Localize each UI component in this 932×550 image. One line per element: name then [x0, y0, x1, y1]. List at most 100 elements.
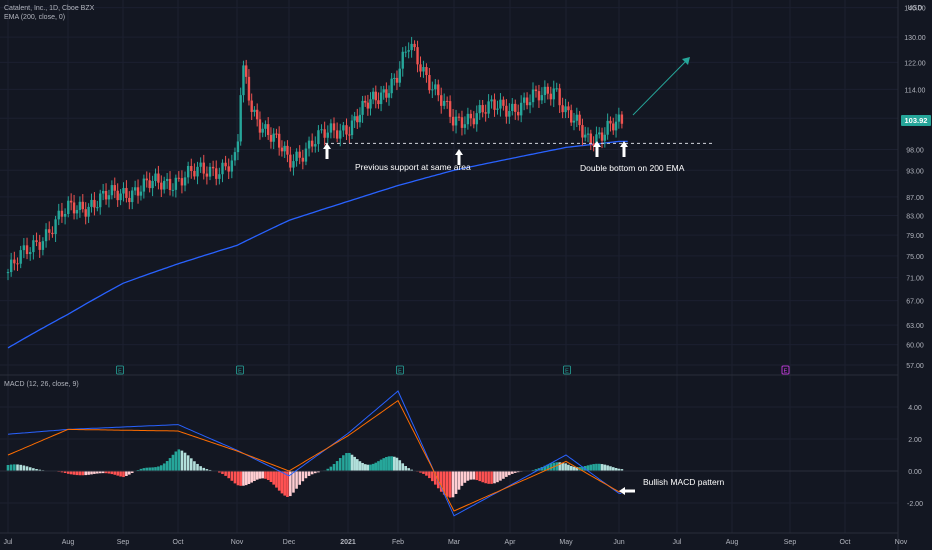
macd-histogram-bar[interactable] — [603, 464, 607, 471]
macd-histogram-bar[interactable] — [107, 471, 111, 474]
candle-down-body[interactable] — [255, 109, 259, 120]
candle-up-body[interactable] — [422, 67, 425, 72]
candle-down-body[interactable] — [275, 133, 278, 135]
candle-up-body[interactable] — [522, 97, 526, 103]
candle-down-body[interactable] — [345, 125, 348, 135]
candle-down-body[interactable] — [558, 88, 561, 106]
candle-down-body[interactable] — [561, 105, 564, 113]
macd-histogram-bar[interactable] — [592, 464, 595, 471]
candle-up-body[interactable] — [496, 108, 499, 110]
candle-down-body[interactable] — [374, 91, 377, 101]
candle-up-body[interactable] — [283, 145, 286, 152]
macd-histogram-bar[interactable] — [66, 471, 70, 474]
candle-up-body[interactable] — [393, 77, 396, 79]
candle-down-body[interactable] — [104, 190, 108, 200]
macd-histogram-bar[interactable] — [487, 471, 490, 484]
candle-up-body[interactable] — [431, 89, 434, 91]
candle-down-body[interactable] — [227, 166, 230, 172]
macd-histogram-bar[interactable] — [451, 471, 455, 498]
macd-histogram-bar[interactable] — [75, 471, 79, 476]
macd-histogram-bar[interactable] — [546, 464, 550, 471]
candle-up-body[interactable] — [353, 116, 356, 121]
candle-up-body[interactable] — [511, 103, 514, 112]
macd-histogram-bar[interactable] — [218, 471, 221, 473]
candle-down-body[interactable] — [168, 178, 172, 191]
candle-up-body[interactable] — [326, 132, 329, 138]
macd-histogram-bar[interactable] — [196, 463, 199, 471]
candle-down-body[interactable] — [445, 100, 449, 102]
candle-up-body[interactable] — [320, 129, 323, 131]
candle-up-body[interactable] — [463, 124, 467, 128]
candle-up-body[interactable] — [358, 114, 362, 123]
macd-histogram-bar[interactable] — [425, 471, 428, 476]
candle-up-body[interactable] — [454, 116, 458, 126]
candle-down-body[interactable] — [534, 89, 538, 92]
candle-up-body[interactable] — [478, 105, 481, 114]
macd-histogram-bar[interactable] — [581, 466, 584, 471]
candle-down-body[interactable] — [609, 120, 612, 124]
macd-histogram-bar[interactable] — [407, 468, 410, 471]
macd-histogram-bar[interactable] — [136, 469, 140, 471]
macd-histogram-bar[interactable] — [572, 466, 576, 471]
macd-histogram-bar[interactable] — [221, 471, 224, 474]
macd-histogram-bar[interactable] — [113, 471, 117, 475]
candle-down-body[interactable] — [416, 47, 419, 65]
candle-up-body[interactable] — [466, 113, 470, 125]
candle-down-body[interactable] — [298, 151, 301, 158]
candle-down-body[interactable] — [612, 123, 615, 131]
macd-histogram-bar[interactable] — [72, 471, 76, 475]
candle-down-body[interactable] — [211, 166, 215, 169]
macd-histogram-bar[interactable] — [549, 463, 553, 471]
candle-up-body[interactable] — [87, 206, 90, 217]
candle-down-body[interactable] — [160, 182, 163, 190]
candle-up-body[interactable] — [410, 43, 413, 51]
macd-histogram-bar[interactable] — [236, 471, 240, 486]
macd-histogram-bar[interactable] — [119, 471, 122, 477]
candle-down-body[interactable] — [148, 180, 151, 189]
macd-histogram-bar[interactable] — [148, 467, 151, 471]
macd-histogram-bar[interactable] — [439, 471, 443, 492]
candle-up-body[interactable] — [292, 161, 295, 168]
candle-down-body[interactable] — [125, 187, 128, 198]
candle-down-body[interactable] — [25, 245, 29, 255]
macd-histogram-bar[interactable] — [505, 471, 508, 477]
candle-down-body[interactable] — [113, 185, 116, 191]
macd-histogram-bar[interactable] — [160, 465, 163, 471]
macd-histogram-bar[interactable] — [431, 471, 434, 482]
candle-up-body[interactable] — [101, 190, 105, 194]
macd-histogram-bar[interactable] — [335, 461, 339, 471]
candle-up-body[interactable] — [196, 166, 199, 177]
macd-histogram-bar[interactable] — [116, 471, 119, 476]
candle-up-body[interactable] — [555, 88, 558, 90]
macd-histogram-bar[interactable] — [310, 471, 314, 475]
candle-down-body[interactable] — [448, 101, 452, 117]
macd-histogram-bar[interactable] — [614, 467, 618, 471]
candle-up-body[interactable] — [236, 141, 240, 153]
macd-histogram-bar[interactable] — [98, 471, 102, 474]
candle-down-body[interactable] — [286, 145, 289, 155]
macd-histogram-bar[interactable] — [481, 471, 484, 483]
macd-histogram-bar[interactable] — [332, 464, 336, 471]
macd-histogram-bar[interactable] — [255, 471, 259, 480]
candle-down-body[interactable] — [428, 75, 431, 91]
axes[interactable]: 140.00130.00122.00114.00106.0098.0093.00… — [4, 5, 926, 546]
macd-histogram-bar[interactable] — [564, 463, 567, 471]
macd-histogram-bar[interactable] — [363, 464, 367, 471]
candle-down-body[interactable] — [215, 168, 218, 179]
candle-up-body[interactable] — [133, 187, 137, 191]
macd-panel[interactable] — [0, 390, 898, 517]
macd-histogram-bar[interactable] — [9, 464, 13, 471]
candle-down-body[interactable] — [224, 162, 227, 167]
candle-down-body[interactable] — [193, 170, 196, 177]
macd-histogram-bar[interactable] — [369, 464, 372, 471]
candle-up-body[interactable] — [329, 123, 333, 133]
candle-down-body[interactable] — [145, 178, 148, 181]
candle-down-body[interactable] — [136, 187, 140, 196]
candle-up-body[interactable] — [174, 177, 178, 190]
macd-histogram-bar[interactable] — [233, 471, 237, 484]
candle-down-body[interactable] — [460, 117, 464, 128]
macd-histogram-bar[interactable] — [60, 471, 64, 473]
macd-histogram-bar[interactable] — [242, 471, 245, 486]
candle-up-body[interactable] — [369, 99, 372, 109]
macd-histogram-bar[interactable] — [289, 471, 292, 497]
